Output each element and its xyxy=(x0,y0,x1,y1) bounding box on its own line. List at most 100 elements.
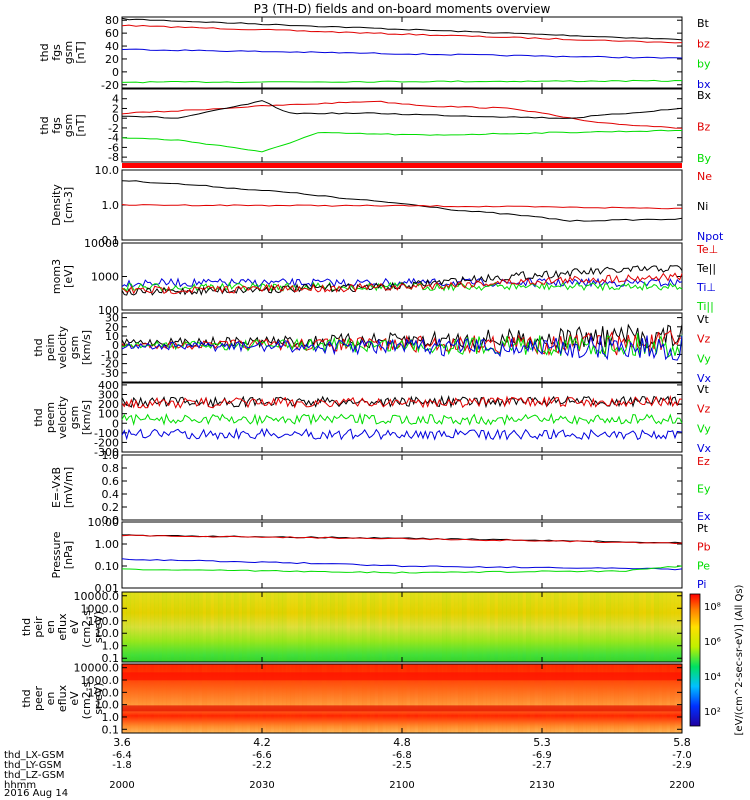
spectrogram-column xyxy=(662,664,667,733)
y-tick-label: 0.8 xyxy=(102,462,120,475)
spectrogram-column xyxy=(282,592,287,662)
y-tick-label: -200 xyxy=(94,436,119,449)
y-tick-label: 300 xyxy=(98,389,119,402)
spectrogram-column xyxy=(518,664,523,733)
footer-value: 2000 xyxy=(109,780,134,791)
spectrogram-column xyxy=(598,592,603,662)
y-tick-label: 1.0 xyxy=(102,199,120,212)
spectrogram-column xyxy=(386,664,391,733)
spectrogram-column xyxy=(318,664,323,733)
spectrogram-column xyxy=(566,664,571,733)
footer-value: -6.8 xyxy=(392,750,412,761)
spectrogram-column xyxy=(646,592,651,662)
spectrogram-column xyxy=(526,664,531,733)
spectrogram-column xyxy=(586,592,591,662)
spectrogram-column xyxy=(178,592,183,662)
spectrogram-column xyxy=(362,592,367,662)
colorbar-tick-label: 10⁶ xyxy=(704,637,721,648)
y-tick-label: 0.6 xyxy=(102,475,120,488)
spectrogram-column xyxy=(322,664,327,733)
footer-tick-label: 3.6 xyxy=(113,736,131,749)
spectrogram-column xyxy=(610,664,615,733)
legend-item: Vt xyxy=(697,383,710,396)
y-axis-label: en xyxy=(44,620,57,634)
series-line-bz xyxy=(121,24,683,44)
spectrogram-column xyxy=(606,664,611,733)
spectrogram-column xyxy=(142,592,147,662)
spectrogram-column xyxy=(150,664,155,733)
spectrogram-column xyxy=(138,664,143,733)
y-axis-label: eV xyxy=(68,691,81,706)
spectrogram-column xyxy=(298,592,303,662)
footer-row-label: thd_LY-GSM xyxy=(4,760,61,771)
spectrogram-column xyxy=(674,592,679,662)
spectrogram-column xyxy=(630,592,635,662)
series-line-Te⊥ xyxy=(121,272,683,295)
y-tick-label: 20 xyxy=(105,321,119,334)
spectrogram-column xyxy=(474,664,479,733)
spectrogram-column xyxy=(626,592,631,662)
spectrogram-column xyxy=(522,592,527,662)
legend-item: Pt xyxy=(697,522,709,535)
spectrogram-column xyxy=(502,664,507,733)
spectrogram-column xyxy=(230,664,235,733)
spectrogram-column xyxy=(274,592,279,662)
spectrogram-column xyxy=(462,664,467,733)
spectrogram-column xyxy=(122,592,127,662)
spectrogram-column xyxy=(334,592,339,662)
spectrogram-column xyxy=(346,592,351,662)
spectrogram-column xyxy=(194,664,199,733)
spectrogram-column xyxy=(550,664,555,733)
footer-tick-label: 5.8 xyxy=(673,736,691,749)
spectrogram-column xyxy=(434,664,439,733)
spectrogram-column xyxy=(130,664,135,733)
spectrogram-column xyxy=(314,664,319,733)
spectrogram-column xyxy=(586,664,591,733)
footer-tick-label: 4.2 xyxy=(253,736,271,749)
spectrogram-column xyxy=(134,664,139,733)
spectrogram-column xyxy=(618,592,623,662)
legend-item: Ey xyxy=(697,483,711,496)
spectrogram-column xyxy=(330,664,335,733)
spectrogram-column xyxy=(442,592,447,662)
spectrogram-column xyxy=(490,664,495,733)
spectrogram-column xyxy=(546,592,551,662)
y-axis-label: thd xyxy=(20,689,33,707)
spectrogram-column xyxy=(294,664,299,733)
y-tick-label: 200 xyxy=(98,398,119,411)
spectrogram-column xyxy=(518,592,523,662)
spectrogram-column xyxy=(310,664,315,733)
y-axis-label: thd xyxy=(20,618,33,636)
spectrogram-column xyxy=(570,664,575,733)
spectrogram-column xyxy=(126,592,131,662)
spectrogram-column xyxy=(170,664,175,733)
y-tick-label: 0.2 xyxy=(102,501,120,514)
y-tick-label: 0.10 xyxy=(95,560,120,573)
y-axis-label: sr-eV) xyxy=(92,682,105,714)
spectrogram-column xyxy=(610,592,615,662)
spectrogram-column xyxy=(498,592,503,662)
series-line-Bt xyxy=(121,17,683,41)
y-axis-label: [nT] xyxy=(74,114,87,136)
spectrogram-column xyxy=(418,664,423,733)
spectrogram-column xyxy=(594,592,599,662)
spectrogram-column xyxy=(378,664,383,733)
spectrogram-column xyxy=(490,592,495,662)
spectrogram-column xyxy=(550,592,555,662)
spectrogram-column xyxy=(294,592,299,662)
spectrogram-column xyxy=(122,664,127,733)
spectrogram-column xyxy=(198,664,203,733)
panel-7: 1.00.80.60.40.20.0 E=-VxB [mV/m] Ez Ey Ex xyxy=(50,449,711,527)
y-axis-label: [nT] xyxy=(74,41,87,63)
spectrogram-column xyxy=(242,592,247,662)
spectrogram-column xyxy=(274,664,279,733)
spectrogram-column xyxy=(334,664,339,733)
panel-4: 10000 1000 100 mom3 [eV] Te⊥ Te|| Ti⊥ Ti|| xyxy=(50,237,718,317)
y-tick-label: -10 xyxy=(101,348,119,361)
spectrogram-column xyxy=(450,664,455,733)
spectrogram-column xyxy=(454,664,459,733)
footer-value: -6.4 xyxy=(112,750,132,761)
spectrogram-column xyxy=(422,592,427,662)
footer-date: 2016 Aug 14 xyxy=(4,788,68,799)
y-tick-label: -30 xyxy=(101,367,119,380)
